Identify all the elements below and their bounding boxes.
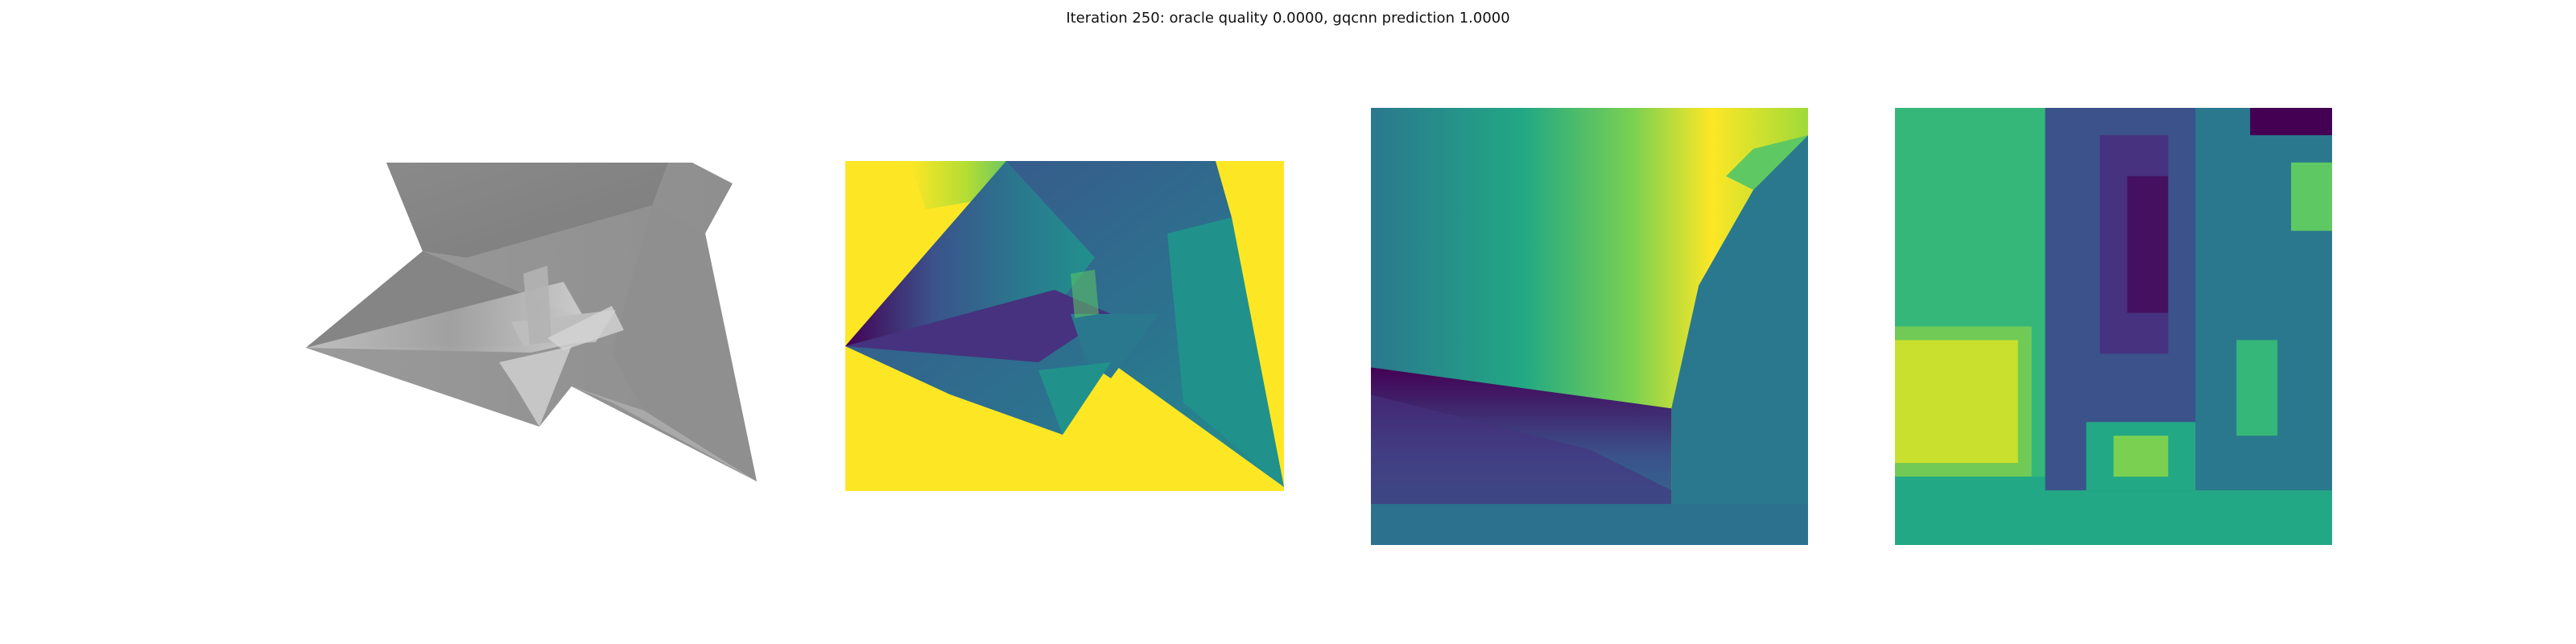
gqcnn-crop-panel [1895, 108, 2332, 545]
rendered-object-panel [306, 145, 789, 499]
gqcnn-crop-heatmap [1895, 108, 2332, 545]
depth-image-panel [845, 161, 1284, 491]
figure-title: Iteration 250: oracle quality 0.0000, gq… [1066, 10, 1510, 27]
depth-crop-heatmap [1371, 108, 1808, 545]
depth-image [845, 161, 1284, 491]
depth-crop-panel [1371, 108, 1808, 545]
rendered-object-image [306, 163, 757, 481]
